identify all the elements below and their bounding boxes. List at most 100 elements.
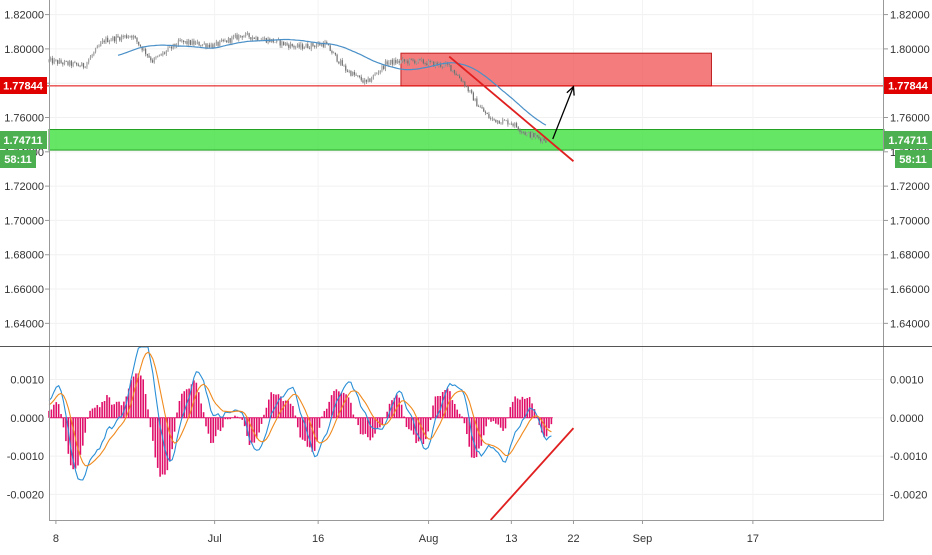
candle-body xyxy=(534,135,537,138)
macd-tick-label-left: -0.0010 xyxy=(7,451,44,463)
candle-body xyxy=(338,61,340,64)
candle-body xyxy=(281,41,283,46)
price-tick-label-right: 1.80000 xyxy=(890,44,930,56)
candle-body xyxy=(350,70,352,76)
candle-body xyxy=(433,61,435,67)
candle-body xyxy=(239,35,242,37)
candle-body xyxy=(457,75,459,76)
candle-body xyxy=(443,64,445,67)
candle-body xyxy=(436,62,438,66)
candle-body xyxy=(143,48,145,51)
candle-body xyxy=(82,63,85,68)
price-tick-label-right: 1.68000 xyxy=(890,250,930,262)
candle-body xyxy=(521,131,523,133)
candle-body xyxy=(339,60,342,64)
candle-body xyxy=(396,60,399,64)
breakout-arrow-head xyxy=(566,85,575,96)
candle-body xyxy=(391,59,393,65)
candle-body xyxy=(505,120,507,121)
candle-body xyxy=(98,45,100,47)
candle-body xyxy=(157,56,159,58)
candle-body xyxy=(160,54,162,56)
candle-body xyxy=(112,36,114,41)
candle-body xyxy=(357,75,359,77)
ascending-macd-trendline xyxy=(489,427,575,521)
candle-body xyxy=(151,60,154,63)
candle-body xyxy=(203,43,205,45)
candle-body xyxy=(295,46,297,48)
candle-body xyxy=(188,40,190,44)
price-tick-label-left: 1.76000 xyxy=(4,113,44,125)
candle-body xyxy=(412,59,414,61)
candle-body xyxy=(108,40,110,43)
candle-body xyxy=(517,127,519,130)
candle-body xyxy=(377,72,380,74)
candle-body xyxy=(103,40,105,43)
candle-body xyxy=(89,56,92,60)
candle-body xyxy=(474,98,476,101)
candle-body xyxy=(208,44,211,48)
candle-body xyxy=(452,69,454,71)
price-tick-label-right: 1.82000 xyxy=(890,10,930,22)
candle-body xyxy=(362,80,364,83)
candle-body xyxy=(386,61,388,65)
candle-body xyxy=(214,43,216,48)
candle-body xyxy=(227,38,230,43)
price-tick-label-left: 1.66000 xyxy=(4,284,44,296)
current-price-text-left: 1.77844 xyxy=(3,81,44,93)
candle-body xyxy=(509,123,511,125)
candle-body xyxy=(53,59,55,64)
candle-body xyxy=(331,50,333,54)
macd-tick-label-left: 0.0010 xyxy=(10,375,44,387)
candle-body xyxy=(191,40,193,45)
descending-trendline xyxy=(448,55,575,162)
zones-layer xyxy=(0,52,932,151)
countdown-text-right: 58:11 xyxy=(899,154,927,166)
candle-body xyxy=(322,43,324,47)
candle-body xyxy=(462,81,464,82)
candle-body xyxy=(70,61,73,66)
price-tick-label-left: 1.72000 xyxy=(4,181,44,193)
candle-body xyxy=(417,58,419,62)
candle-body xyxy=(79,65,81,67)
candle-body xyxy=(117,36,119,38)
candle-body xyxy=(538,136,540,139)
candle-body xyxy=(300,44,302,48)
candle-body xyxy=(372,75,374,79)
candle-body xyxy=(543,138,545,141)
candle-body xyxy=(479,106,481,108)
candle-body xyxy=(524,132,526,135)
candle-body xyxy=(320,43,323,46)
candle-body xyxy=(431,61,433,63)
candle-body xyxy=(67,61,69,65)
candle-body xyxy=(186,41,188,44)
candle-body xyxy=(310,43,312,49)
candle-body xyxy=(238,35,240,40)
candle-body xyxy=(495,119,497,123)
price-tick-label-right: 1.64000 xyxy=(890,318,930,330)
candle-body xyxy=(533,132,535,138)
candle-body xyxy=(402,59,404,61)
candle-body xyxy=(232,36,235,38)
candle-body xyxy=(458,75,461,79)
macd-tick-label-right: 0.0000 xyxy=(890,413,924,425)
candle-body xyxy=(69,61,71,65)
candle-body xyxy=(483,108,485,112)
candle-body xyxy=(139,44,142,47)
candle-body xyxy=(491,118,493,120)
candle-body xyxy=(132,36,135,38)
candle-body xyxy=(467,86,469,92)
candle-body xyxy=(236,34,238,40)
candle-body xyxy=(379,70,381,73)
candle-body xyxy=(381,65,383,71)
candles-layer xyxy=(48,31,547,144)
price-tick-label-right: 1.70000 xyxy=(890,215,930,227)
candle-body xyxy=(500,123,502,125)
candle-body xyxy=(346,70,349,72)
candle-body xyxy=(407,60,409,64)
candle-body xyxy=(243,36,245,38)
candle-body xyxy=(319,43,321,46)
candle-body xyxy=(283,41,285,45)
